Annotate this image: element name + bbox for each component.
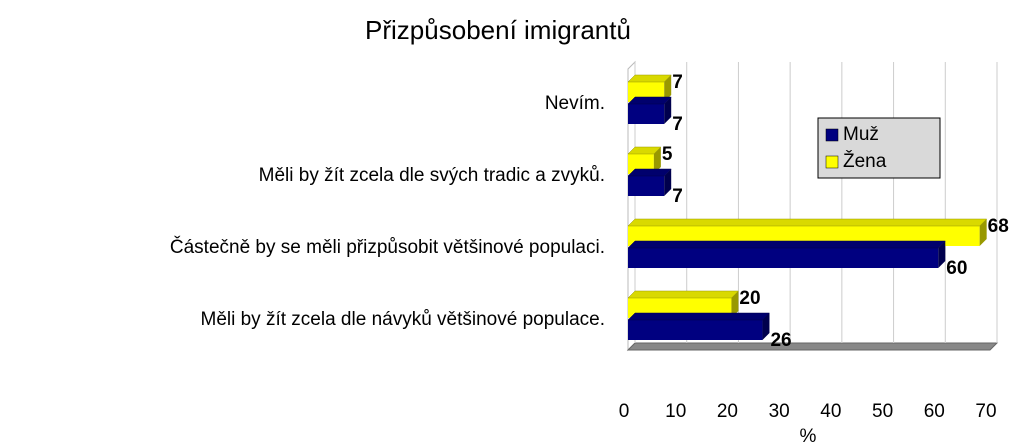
- bar-top: [627, 74, 672, 83]
- bar-side: [653, 147, 661, 174]
- bar-side: [664, 97, 672, 124]
- data-label: 7: [672, 114, 683, 135]
- bar-top: [627, 96, 672, 105]
- x-tick-label: 40: [820, 401, 841, 422]
- bar-front: [628, 104, 665, 124]
- bar-side: [762, 313, 770, 340]
- data-label: 7: [672, 186, 683, 207]
- x-axis-label: %: [800, 426, 817, 447]
- category-label: Nevím.: [545, 93, 605, 114]
- x-tick-label: 70: [975, 401, 996, 422]
- bar-top: [627, 218, 988, 227]
- data-label: 26: [770, 330, 791, 351]
- floor: [626, 342, 999, 351]
- data-label: 5: [662, 144, 673, 165]
- category-label: Částečně by se měli přizpůsobit většinov…: [170, 236, 605, 258]
- chart-title: Přizpůsobení imigrantů: [365, 15, 631, 45]
- data-label: 7: [672, 72, 683, 93]
- bar-side: [664, 169, 672, 196]
- bar-front: [628, 176, 665, 196]
- legend-label: Žena: [843, 150, 887, 172]
- x-tick-label: 60: [924, 401, 945, 422]
- legend-box: [817, 117, 941, 179]
- bar: [627, 96, 672, 124]
- x-tick-label: 50: [872, 401, 893, 422]
- bar: [627, 312, 771, 340]
- bar-top: [627, 312, 771, 321]
- legend-swatch: [825, 128, 839, 142]
- legend-swatch: [825, 155, 839, 169]
- bar-side: [731, 291, 739, 318]
- data-label: 20: [739, 288, 760, 309]
- x-tick-label: 0: [619, 401, 630, 422]
- x-tick-label: 10: [665, 401, 686, 422]
- bar: [627, 240, 946, 268]
- bar-side: [979, 219, 987, 246]
- x-tick-label: 30: [769, 401, 790, 422]
- bar: [627, 146, 662, 174]
- data-label: 68: [988, 216, 1009, 237]
- bar-top: [627, 168, 672, 177]
- legend-label: Muž: [843, 124, 879, 145]
- x-tick-label: 20: [717, 401, 738, 422]
- bar-side: [664, 75, 672, 102]
- bar: [627, 168, 672, 196]
- bar-top: [627, 240, 946, 249]
- bar-top: [627, 290, 740, 299]
- category-label: Měli by žít zcela dle návyků většinové p…: [201, 309, 606, 330]
- bar-side: [938, 241, 946, 268]
- category-label: Měli by žít zcela dle svých tradic a zvy…: [259, 165, 605, 186]
- bar-front: [628, 248, 939, 268]
- data-label: 60: [946, 258, 967, 279]
- bar-front: [628, 320, 763, 340]
